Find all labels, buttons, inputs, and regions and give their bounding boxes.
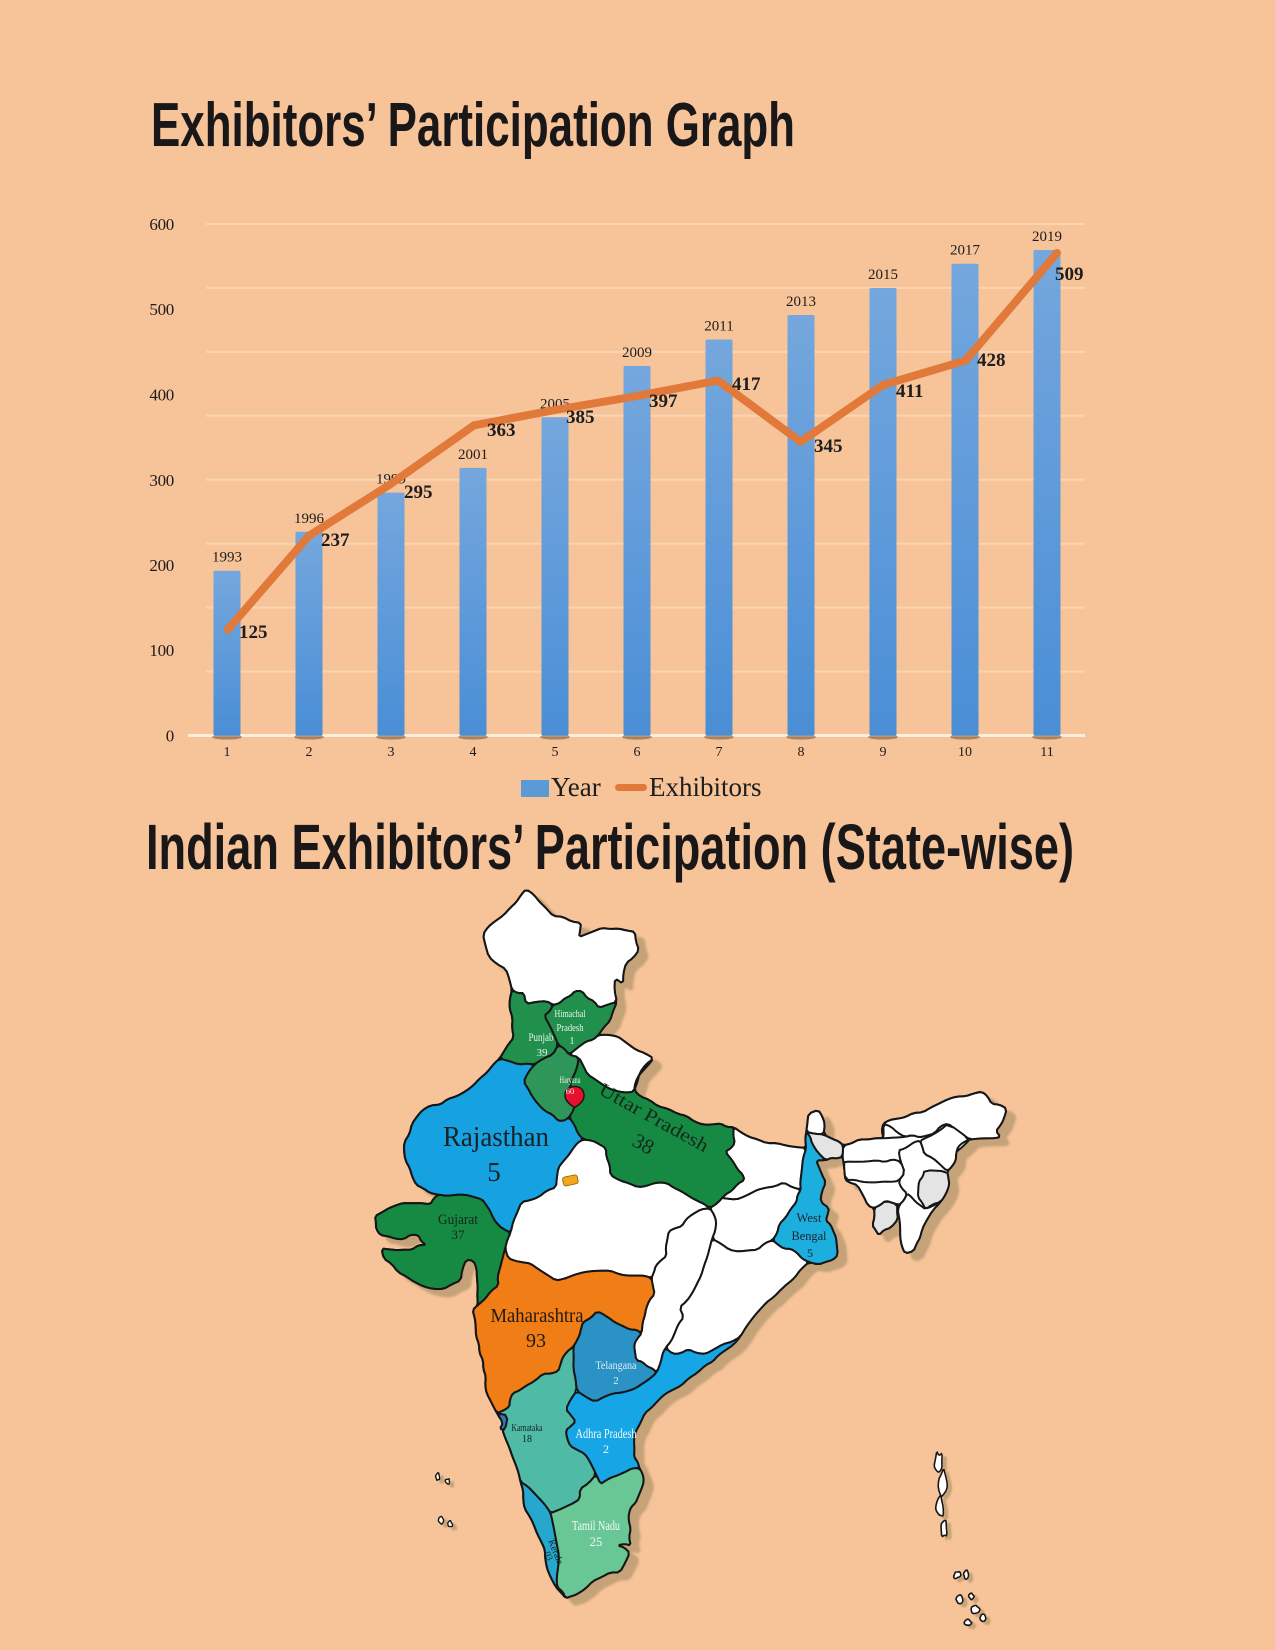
- svg-text:8: 8: [798, 745, 805, 760]
- svg-text:93: 93: [526, 1330, 546, 1352]
- svg-text:5: 5: [552, 745, 559, 760]
- svg-text:2013: 2013: [786, 294, 816, 310]
- svg-text:Gujarat: Gujarat: [438, 1212, 479, 1228]
- svg-text:295: 295: [404, 482, 433, 503]
- svg-text:2: 2: [603, 1442, 609, 1456]
- svg-text:200: 200: [149, 556, 174, 575]
- svg-text:Year: Year: [551, 772, 601, 802]
- svg-text:Karnataka: Karnataka: [512, 1423, 543, 1434]
- svg-text:1: 1: [224, 745, 231, 760]
- svg-text:4: 4: [470, 745, 477, 760]
- svg-text:Maharashtra: Maharashtra: [491, 1305, 584, 1327]
- svg-text:345: 345: [814, 436, 843, 457]
- svg-text:West: West: [797, 1210, 822, 1225]
- svg-text:417: 417: [732, 374, 761, 395]
- svg-text:100: 100: [149, 641, 174, 660]
- svg-text:428: 428: [977, 350, 1006, 371]
- svg-text:5: 5: [487, 1157, 501, 1187]
- svg-text:2017: 2017: [950, 243, 981, 259]
- svg-text:397: 397: [649, 391, 678, 412]
- svg-text:2001: 2001: [458, 447, 488, 463]
- svg-text:237: 237: [321, 530, 350, 551]
- svg-text:Indian Exhibitors’ Participati: Indian Exhibitors’ Participation (State-…: [146, 811, 1074, 883]
- svg-text:60: 60: [566, 1086, 575, 1096]
- svg-text:300: 300: [149, 471, 174, 490]
- svg-text:03: 03: [542, 1550, 555, 1563]
- svg-text:509: 509: [1055, 264, 1084, 285]
- svg-text:39: 39: [537, 1047, 549, 1059]
- svg-text:385: 385: [566, 407, 595, 428]
- svg-text:Tamil Nadu: Tamil Nadu: [572, 1518, 620, 1533]
- svg-text:Telangana: Telangana: [596, 1358, 638, 1372]
- svg-text:2009: 2009: [622, 345, 652, 361]
- svg-text:5: 5: [807, 1246, 813, 1260]
- svg-text:Punjab: Punjab: [529, 1032, 554, 1044]
- svg-text:500: 500: [149, 300, 174, 319]
- svg-text:1: 1: [570, 1036, 575, 1047]
- svg-text:Himachal: Himachal: [555, 1008, 586, 1020]
- svg-text:0: 0: [166, 727, 174, 746]
- svg-text:11: 11: [1040, 745, 1053, 760]
- svg-text:3: 3: [388, 745, 395, 760]
- svg-text:2: 2: [613, 1375, 619, 1387]
- svg-text:Haryana: Haryana: [560, 1075, 581, 1085]
- svg-text:1993: 1993: [212, 550, 242, 566]
- svg-text:7: 7: [716, 745, 723, 760]
- svg-text:9: 9: [880, 745, 887, 760]
- svg-text:400: 400: [149, 386, 174, 405]
- svg-text:25: 25: [590, 1535, 603, 1549]
- svg-text:Adhra Pradesh: Adhra Pradesh: [576, 1426, 637, 1441]
- svg-text:Rajasthan: Rajasthan: [443, 1121, 549, 1153]
- svg-text:411: 411: [896, 381, 923, 402]
- svg-text:Pradesh: Pradesh: [557, 1022, 584, 1034]
- svg-text:Exhibitors’ Participation Grap: Exhibitors’ Participation Graph: [151, 91, 795, 160]
- svg-text:6: 6: [634, 745, 641, 760]
- svg-text:Bengal: Bengal: [792, 1228, 827, 1243]
- svg-text:2019: 2019: [1032, 229, 1062, 245]
- svg-text:Exhibitors: Exhibitors: [649, 772, 762, 802]
- svg-text:2011: 2011: [704, 319, 733, 335]
- svg-text:363: 363: [487, 420, 516, 441]
- svg-text:10: 10: [958, 745, 972, 760]
- svg-text:2: 2: [306, 745, 313, 760]
- svg-text:125: 125: [239, 622, 268, 643]
- svg-text:37: 37: [452, 1227, 466, 1242]
- svg-text:600: 600: [149, 215, 174, 234]
- svg-text:1996: 1996: [294, 511, 325, 527]
- svg-text:2015: 2015: [868, 267, 898, 283]
- svg-text:18: 18: [522, 1434, 532, 1445]
